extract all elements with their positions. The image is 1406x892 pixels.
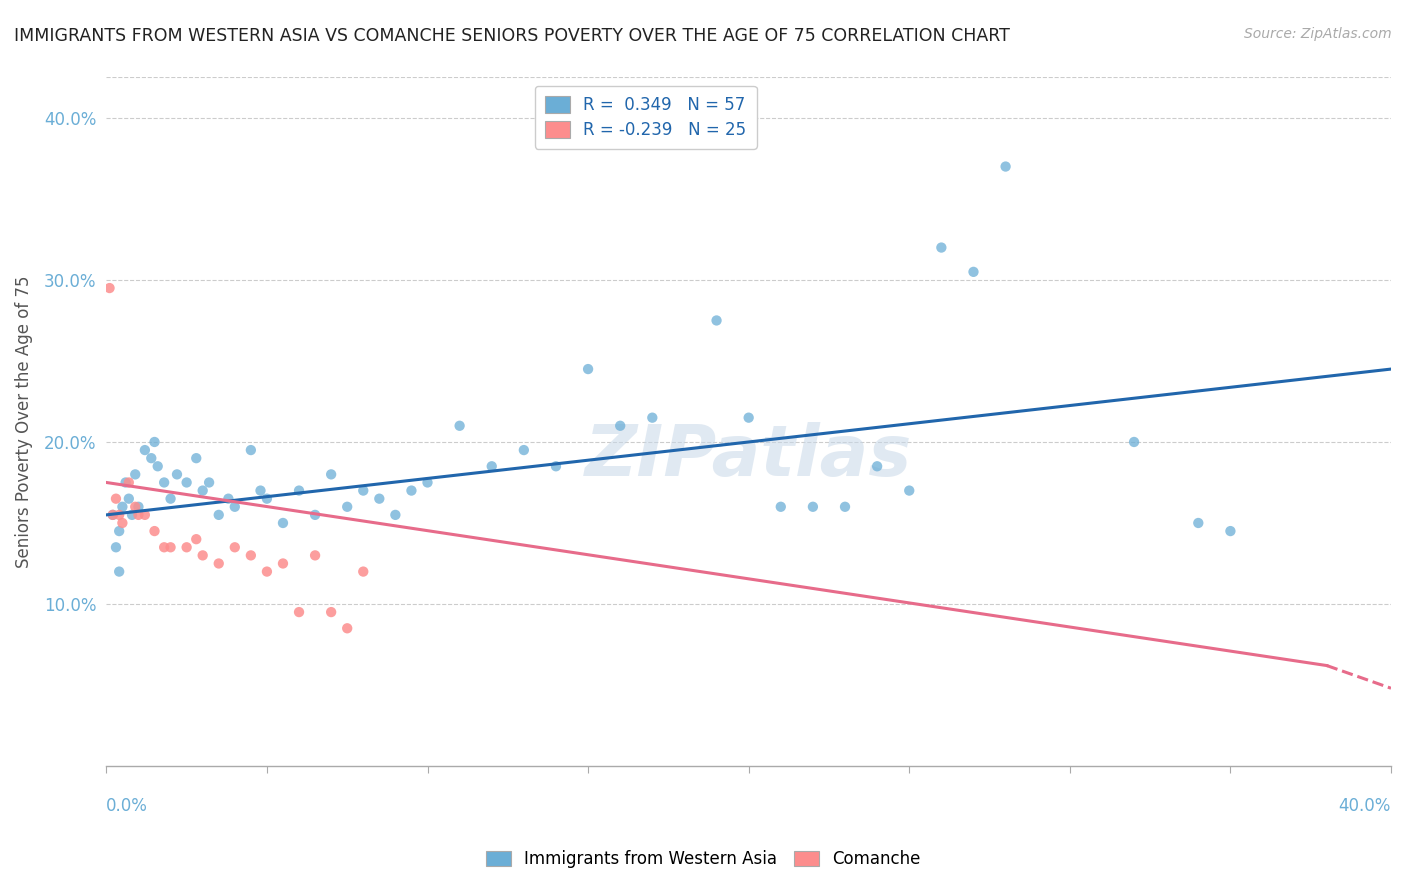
Point [118, 491, 141, 506]
Point [449, 418, 471, 433]
Point [98, 281, 121, 295]
Point [159, 541, 181, 555]
Point [108, 508, 131, 522]
Point [141, 451, 163, 466]
Point [191, 483, 214, 498]
Point [834, 500, 856, 514]
Point [176, 475, 198, 490]
Point [513, 443, 536, 458]
Point [352, 483, 374, 498]
Point [217, 491, 239, 506]
Point [1187, 516, 1209, 530]
Point [256, 491, 278, 506]
Point [416, 475, 439, 490]
Point [104, 491, 127, 506]
Point [124, 467, 146, 482]
Point [159, 491, 181, 506]
Y-axis label: Seniors Poverty Over the Age of 75: Seniors Poverty Over the Age of 75 [15, 276, 32, 568]
Point [706, 313, 728, 327]
Point [304, 508, 326, 522]
Point [609, 418, 631, 433]
Text: 40.0%: 40.0% [1339, 797, 1391, 814]
Point [108, 524, 131, 538]
Point [994, 160, 1017, 174]
Point [368, 491, 391, 506]
Legend: R =  0.349   N = 57, R = -0.239   N = 25: R = 0.349 N = 57, R = -0.239 N = 25 [536, 86, 756, 149]
Point [769, 500, 792, 514]
Point [111, 500, 134, 514]
Point [146, 459, 169, 474]
Point [352, 565, 374, 579]
Point [134, 508, 156, 522]
Point [101, 508, 124, 522]
Point [198, 475, 221, 490]
Text: IMMIGRANTS FROM WESTERN ASIA VS COMANCHE SENIORS POVERTY OVER THE AGE OF 75 CORR: IMMIGRANTS FROM WESTERN ASIA VS COMANCHE… [14, 27, 1010, 45]
Point [224, 500, 246, 514]
Text: 0.0%: 0.0% [107, 797, 148, 814]
Point [143, 434, 166, 449]
Point [288, 605, 311, 619]
Point [401, 483, 423, 498]
Point [898, 483, 921, 498]
Text: ZIPatlas: ZIPatlas [585, 422, 912, 491]
Point [384, 508, 406, 522]
Point [111, 516, 134, 530]
Legend: Immigrants from Western Asia, Comanche: Immigrants from Western Asia, Comanche [479, 844, 927, 875]
Point [544, 459, 567, 474]
Point [176, 541, 198, 555]
Point [321, 605, 343, 619]
Point [737, 410, 759, 425]
Point [108, 565, 131, 579]
Point [224, 541, 246, 555]
Point [124, 500, 146, 514]
Point [143, 524, 166, 538]
Point [239, 443, 262, 458]
Point [288, 483, 311, 498]
Point [336, 500, 359, 514]
Point [134, 443, 156, 458]
Point [271, 557, 294, 571]
Point [962, 265, 984, 279]
Point [127, 508, 149, 522]
Point [153, 541, 176, 555]
Point [114, 475, 136, 490]
Point [166, 467, 188, 482]
Point [208, 557, 231, 571]
Text: Source: ZipAtlas.com: Source: ZipAtlas.com [1244, 27, 1392, 41]
Point [304, 549, 326, 563]
Point [321, 467, 343, 482]
Point [866, 459, 889, 474]
Point [931, 241, 953, 255]
Point [641, 410, 664, 425]
Point [336, 621, 359, 635]
Point [208, 508, 231, 522]
Point [101, 508, 124, 522]
Point [121, 508, 143, 522]
Point [153, 475, 176, 490]
Point [104, 541, 127, 555]
Point [118, 475, 141, 490]
Point [576, 362, 599, 376]
Point [271, 516, 294, 530]
Point [1123, 434, 1146, 449]
Point [191, 549, 214, 563]
Point [186, 451, 208, 466]
Point [1219, 524, 1241, 538]
Point [481, 459, 503, 474]
Point [186, 532, 208, 546]
Point [239, 549, 262, 563]
Point [127, 500, 149, 514]
Point [256, 565, 278, 579]
Point [249, 483, 271, 498]
Point [801, 500, 824, 514]
